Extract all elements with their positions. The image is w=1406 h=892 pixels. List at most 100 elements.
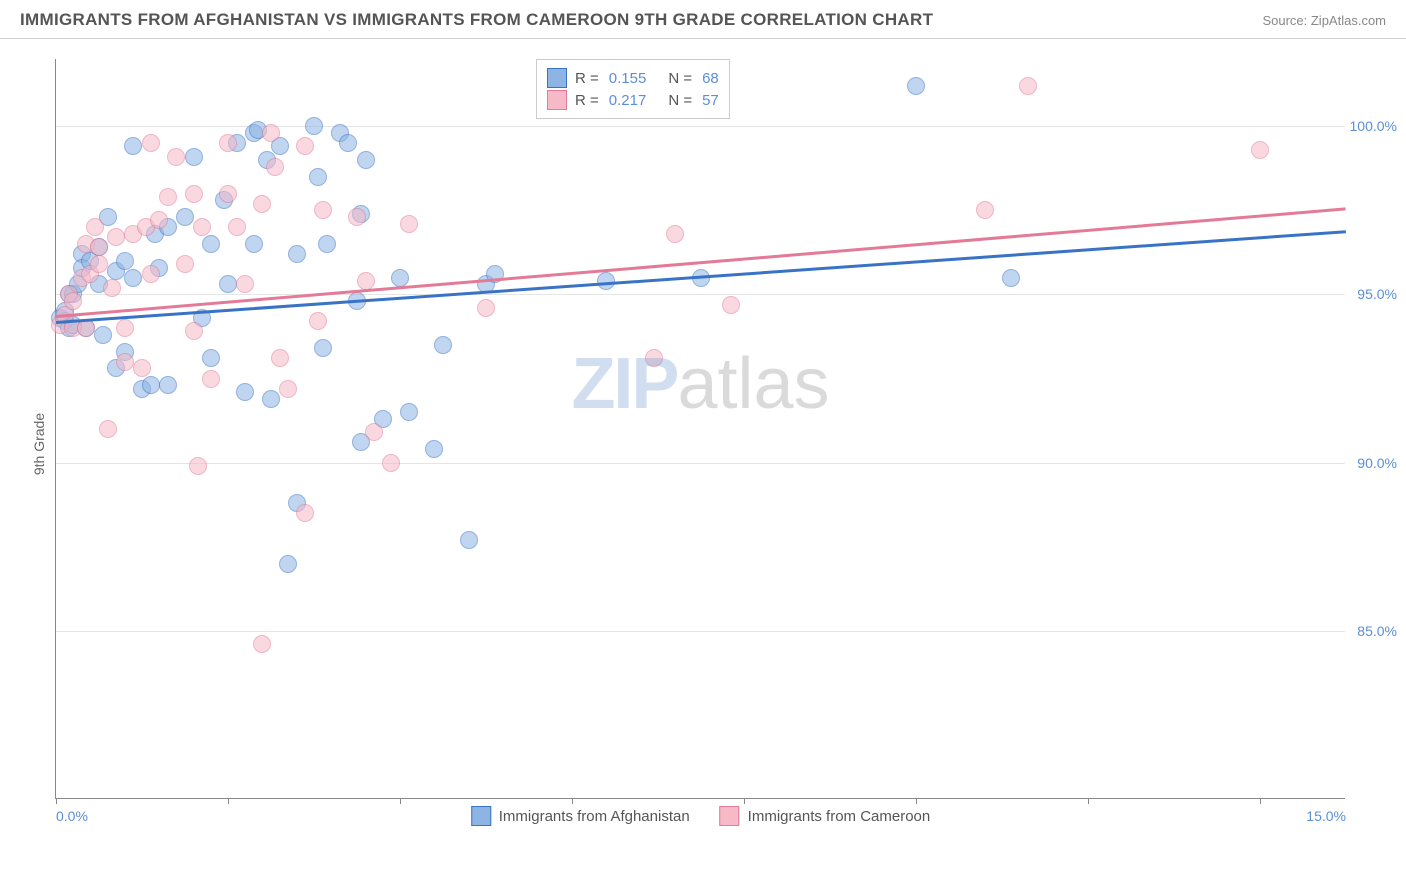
scatter-point — [202, 370, 220, 388]
scatter-point — [90, 255, 108, 273]
scatter-point — [262, 124, 280, 142]
scatter-point — [348, 208, 366, 226]
scatter-point — [365, 423, 383, 441]
scatter-point — [357, 151, 375, 169]
watermark-atlas: atlas — [677, 344, 829, 424]
scatter-point — [314, 339, 332, 357]
x-tick-label: 0.0% — [56, 808, 88, 824]
scatter-point — [64, 292, 82, 310]
scatter-point — [271, 349, 289, 367]
legend-swatch — [720, 806, 740, 826]
scatter-point — [339, 134, 357, 152]
y-tick-label: 100.0% — [1350, 118, 1397, 134]
legend-bottom-item: Immigrants from Cameroon — [720, 806, 931, 826]
scatter-point — [185, 322, 203, 340]
scatter-point — [86, 218, 104, 236]
scatter-point — [296, 137, 314, 155]
scatter-point — [266, 158, 284, 176]
scatter-point — [907, 77, 925, 95]
legend-top: R =0.155N =68R =0.217N =57 — [536, 59, 730, 119]
scatter-point — [142, 376, 160, 394]
scatter-point — [236, 383, 254, 401]
gridline-h — [56, 463, 1345, 464]
plot-area: ZIPatlas R =0.155N =68R =0.217N =57 Immi… — [55, 59, 1345, 799]
scatter-point — [279, 380, 297, 398]
legend-row: R =0.217N =57 — [547, 90, 719, 110]
legend-swatch — [471, 806, 491, 826]
scatter-point — [142, 134, 160, 152]
scatter-point — [425, 440, 443, 458]
scatter-point — [253, 635, 271, 653]
scatter-point — [167, 148, 185, 166]
scatter-point — [159, 376, 177, 394]
scatter-point — [253, 195, 271, 213]
legend-n-value: 57 — [702, 92, 719, 109]
scatter-point — [159, 188, 177, 206]
scatter-point — [116, 252, 134, 270]
scatter-point — [296, 504, 314, 522]
scatter-point — [219, 275, 237, 293]
scatter-point — [142, 265, 160, 283]
scatter-point — [279, 555, 297, 573]
scatter-point — [305, 117, 323, 135]
scatter-point — [99, 420, 117, 438]
scatter-point — [318, 235, 336, 253]
scatter-point — [309, 312, 327, 330]
scatter-point — [90, 238, 108, 256]
legend-r-label: R = — [575, 70, 599, 87]
y-tick-label: 95.0% — [1357, 286, 1397, 302]
legend-row: R =0.155N =68 — [547, 68, 719, 88]
scatter-point — [460, 531, 478, 549]
scatter-point — [185, 148, 203, 166]
legend-swatch — [547, 90, 567, 110]
legend-r-value: 0.155 — [609, 70, 647, 87]
scatter-point — [645, 349, 663, 367]
scatter-point — [262, 390, 280, 408]
scatter-point — [176, 208, 194, 226]
legend-r-label: R = — [575, 92, 599, 109]
legend-swatch — [547, 68, 567, 88]
scatter-point — [288, 245, 306, 263]
header: IMMIGRANTS FROM AFGHANISTAN VS IMMIGRANT… — [0, 0, 1406, 39]
gridline-h — [56, 294, 1345, 295]
legend-bottom-item: Immigrants from Afghanistan — [471, 806, 690, 826]
scatter-point — [1251, 141, 1269, 159]
x-tick — [572, 798, 573, 804]
scatter-point — [189, 457, 207, 475]
source-label: Source: ZipAtlas.com — [1262, 13, 1386, 28]
scatter-point — [400, 215, 418, 233]
scatter-point — [309, 168, 327, 186]
scatter-point — [193, 218, 211, 236]
scatter-point — [1002, 269, 1020, 287]
scatter-point — [219, 134, 237, 152]
chart-container: 9th Grade ZIPatlas R =0.155N =68R =0.217… — [0, 39, 1406, 849]
chart-title: IMMIGRANTS FROM AFGHANISTAN VS IMMIGRANT… — [20, 10, 933, 30]
scatter-point — [150, 211, 168, 229]
legend-n-label: N = — [668, 92, 692, 109]
scatter-point — [219, 185, 237, 203]
regression-line — [56, 207, 1346, 317]
scatter-point — [103, 279, 121, 297]
scatter-point — [236, 275, 254, 293]
x-tick — [916, 798, 917, 804]
scatter-point — [976, 201, 994, 219]
scatter-point — [94, 326, 112, 344]
scatter-point — [400, 403, 418, 421]
scatter-point — [382, 454, 400, 472]
legend-series-label: Immigrants from Cameroon — [748, 808, 931, 825]
scatter-point — [107, 228, 125, 246]
scatter-point — [314, 201, 332, 219]
y-tick-label: 90.0% — [1357, 455, 1397, 471]
x-tick — [1260, 798, 1261, 804]
legend-n-label: N = — [668, 70, 692, 87]
scatter-point — [176, 255, 194, 273]
scatter-point — [124, 137, 142, 155]
x-tick — [228, 798, 229, 804]
scatter-point — [434, 336, 452, 354]
scatter-point — [228, 218, 246, 236]
scatter-point — [391, 269, 409, 287]
x-tick — [56, 798, 57, 804]
scatter-point — [245, 235, 263, 253]
gridline-h — [56, 631, 1345, 632]
scatter-point — [124, 269, 142, 287]
